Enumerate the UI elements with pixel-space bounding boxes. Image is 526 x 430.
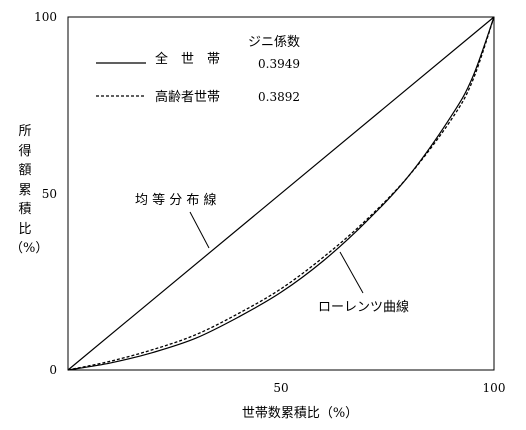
y-axis-title-unit: （%） (10, 241, 49, 256)
series-all-households (67, 16, 495, 371)
legend-label: 高齢者世帯 (155, 89, 220, 105)
y-tick-label: 50 (42, 187, 57, 201)
y-axis-title-char: 額 (18, 163, 32, 178)
y-axis-title-char: 得 (18, 143, 32, 159)
y-axis-title-char: 累 (18, 182, 32, 198)
equality-line (67, 16, 495, 371)
y-axis-title-char: 積 (18, 202, 32, 217)
legend: ジニ係数 全 世 帯 0.3949 高齢者世帯 0.3892 (96, 35, 300, 105)
annotation-equality-line: 均 等 分 布 線 (135, 192, 217, 208)
y-tick-label: 0 (49, 363, 57, 377)
legend-label: 全 世 帯 (155, 51, 220, 67)
y-axis-title-char: 所 (18, 124, 32, 139)
legend-value: 0.3949 (258, 57, 300, 71)
legend-value: 0.3892 (258, 90, 300, 104)
series-elderly-households (67, 16, 495, 371)
annotation-leader-lorenz (339, 251, 364, 294)
annotation-lorenz-curve: ローレンツ曲線 (318, 299, 409, 315)
annotation-leader-equality (189, 211, 210, 249)
y-axis-title: 所 得 額 累 積 比 （%） (10, 122, 49, 259)
x-tick-label: 50 (273, 381, 288, 395)
x-axis-title: 世帯数累積比（%） (242, 406, 358, 421)
y-tick-label: 100 (34, 10, 57, 24)
y-axis-title-char: 比 (18, 221, 32, 237)
x-tick-label: 100 (483, 381, 506, 395)
legend-header: ジニ係数 (248, 35, 300, 50)
plot-frame (67, 16, 495, 371)
